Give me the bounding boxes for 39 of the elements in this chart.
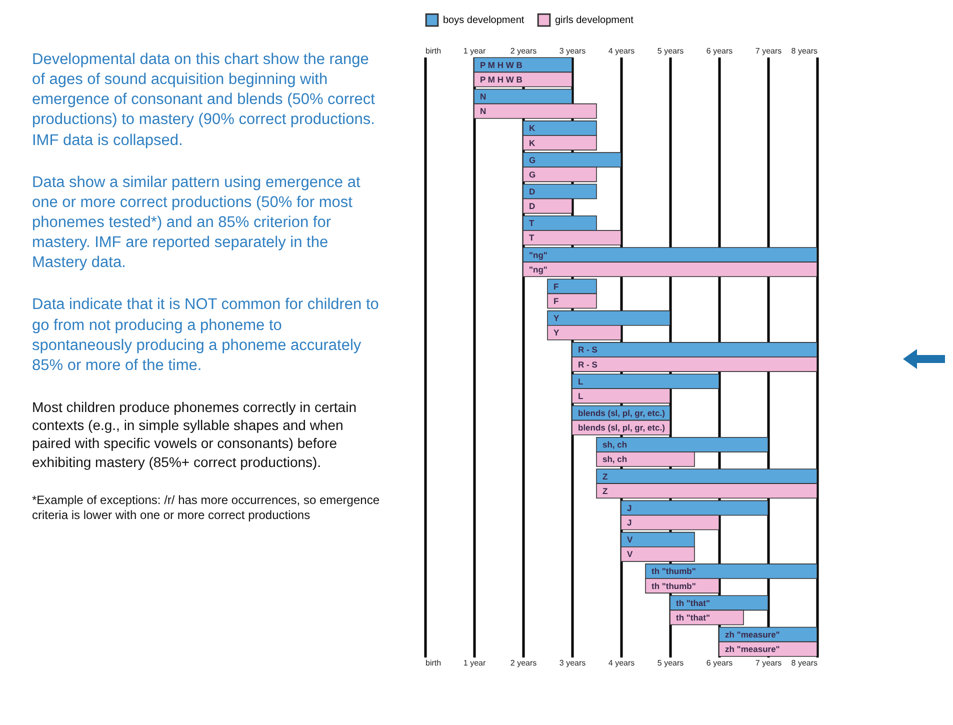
x-tick-label: 5 years [657,658,684,668]
x-tick-label: 8 years [791,658,818,668]
x-tick-label: 7 years [755,658,782,668]
x2-tick-label: 4 years [608,46,635,56]
y-tick-label: T [529,232,535,243]
x-tick-label: 1 year [463,658,486,668]
x2-tick-label: 7 years [755,46,782,56]
text: *Example of exceptions: /r/ has more occurrences, so emergence criteria is lower with one or more correct productions [32,492,380,524]
legend-label: boys development [443,15,524,26]
y-tick-label: "ng" [529,264,548,274]
x2-tick-label: 1 year [463,46,486,56]
x2-tick-label: 2 years [510,46,537,56]
text: Most children produce phonemes correctly in certain contexts (e.g., in simple syllable shapes and when paired with specific vowels or consonants) before exhibiting mastery (85%+ correct productions). [32,398,358,471]
y-tick-label: G [529,169,536,180]
x-tick-label: 4 years [608,658,635,668]
x2-tick-label: 8 years [791,46,818,56]
x-tick-label: 3 years [559,658,586,668]
category-label: th "that" [676,612,710,622]
text: Data show a similar pattern using emergence at one or more correct productions (50% for most phonemes tested*) and an 85% criterion for mastery. IMF are reported separately in the Mastery data. [32,172,362,274]
x2-tick-label: 3 years [559,46,586,56]
x2-tick-label: birth [426,46,442,56]
y-tick-label: blends (sl, pl, gr, etc.) [578,408,666,418]
x-tick-label: 6 years [706,658,733,668]
x-tick-label: 2 years [510,658,537,668]
y-tick-label: J [627,502,632,513]
text: Data indicate that it is NOT common for children to go from not producing a phoneme to spontaneously producing a phoneme accurately 85% or more of the time. [32,295,380,376]
category-label: zh "measure" [725,644,780,654]
text: Developmental data on this chart show the range of ages of sound acquisition beginning with emergence of consonant and blends (50% correct productions) to mastery (90% correct productions. IMF data is collapsed. [32,50,376,151]
legend-label: girls development [555,15,634,26]
category-label: th "thumb" [652,580,696,591]
y-tick-label: L [578,376,584,386]
y-tick-label: sh, ch [602,440,628,450]
x-tick-label: birth [426,658,442,668]
y-tick-label: D [529,201,536,212]
y-tick-label: V [627,534,633,545]
x2-tick-label: 5 years [657,46,684,56]
y-tick-label: R - S [578,344,598,355]
y-tick-label: K [529,138,536,148]
x2-tick-label: 6 years [706,46,733,56]
